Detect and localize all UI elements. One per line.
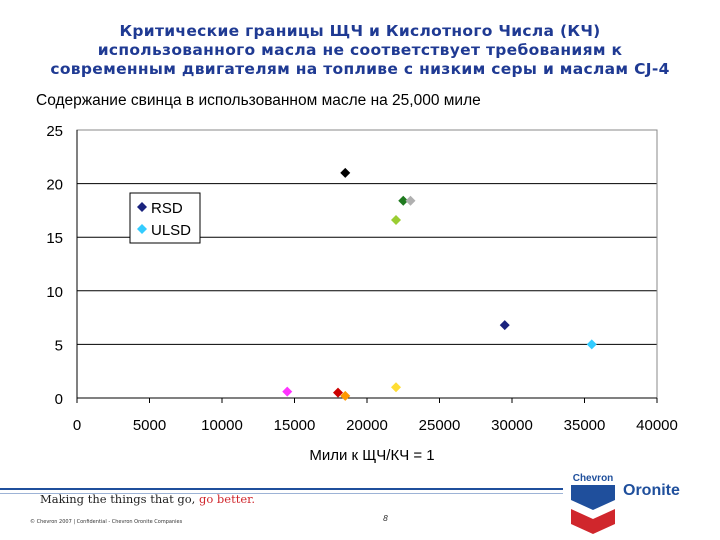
chart-title: Содержание свинца в использованном масле…	[36, 92, 481, 109]
legend-marker-ulsd	[137, 224, 147, 234]
slide-title-line-3: современным двигателям на топливе с низк…	[50, 60, 670, 78]
y-tick-label: 0	[55, 391, 63, 408]
x-tick-label: 30000	[491, 417, 533, 434]
legend-label-ulsd: ULSD	[151, 222, 191, 239]
x-tick-label: 25000	[419, 417, 461, 434]
x-tick-label: 20000	[346, 417, 388, 434]
slide-title: Критические границы ЩЧ и Кислотного Числ…	[30, 22, 690, 79]
x-tick-label: 40000	[636, 417, 678, 434]
x-tick-label: 35000	[564, 417, 606, 434]
y-tick-label: 15	[46, 230, 63, 247]
page-number: 8	[383, 514, 389, 523]
x-tick-label: 0	[73, 417, 81, 434]
data-point-ulsd-1	[586, 339, 597, 350]
data-point-rsd-0	[340, 167, 351, 178]
legend-label-rsd: RSD	[151, 200, 183, 217]
data-point-rsd-2	[499, 320, 510, 331]
footer-divider	[0, 488, 563, 490]
chevron-logo: Chevron	[569, 470, 617, 534]
data-point-rsd-4	[391, 215, 401, 226]
legend-box	[129, 192, 201, 244]
copyright-text: © Chevron 2007 | Confidential - Chevron …	[30, 519, 183, 525]
footer-tagline: Making the things that go, go better.	[40, 492, 255, 506]
y-tick-label: 20	[46, 177, 63, 194]
x-axis-label: Мили к ЩЧ/КЧ = 1	[309, 447, 434, 464]
scatter-chart: 0 5 10 15 20 25 0 5000 10000 15000 20000 25000 30000…	[46, 123, 678, 464]
y-tick-label: 10	[46, 284, 63, 301]
slide-title-line-2: использованного масла не соответствует т…	[97, 41, 623, 59]
legend-marker-rsd	[137, 202, 147, 212]
tagline-accent: go better.	[198, 492, 256, 506]
x-tick-label: 10000	[201, 417, 243, 434]
data-point-ulsd-2	[282, 386, 293, 397]
chevron-wordmark: Chevron	[573, 473, 614, 484]
data-point-rsd-3	[333, 387, 343, 398]
y-tick-label: 5	[55, 337, 63, 354]
slide-title-line-1: Критические границы ЩЧ и Кислотного Числ…	[119, 22, 601, 40]
x-tick-label: 5000	[133, 417, 166, 434]
footer-divider-thin	[0, 493, 563, 494]
data-point-ulsd-0	[405, 195, 416, 206]
tagline-main: Making the things that go,	[40, 492, 199, 506]
data-point-rsd-1	[398, 195, 409, 206]
data-point-ulsd-4	[391, 382, 401, 393]
data-point-ulsd-3	[340, 390, 351, 401]
x-tick-label: 15000	[274, 417, 316, 434]
y-tick-label: 25	[46, 123, 63, 140]
plot-area	[76, 129, 658, 399]
oronite-logo: Oronite	[623, 482, 680, 499]
